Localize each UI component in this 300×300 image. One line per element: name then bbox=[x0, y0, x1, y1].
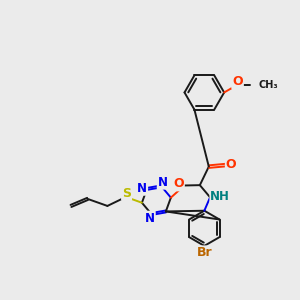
Text: NH: NH bbox=[210, 190, 230, 203]
Text: O: O bbox=[232, 75, 243, 88]
Text: N: N bbox=[137, 182, 147, 195]
Text: Br: Br bbox=[196, 246, 212, 260]
Text: N: N bbox=[145, 212, 155, 225]
Text: CH₃: CH₃ bbox=[259, 80, 278, 90]
Text: S: S bbox=[122, 187, 131, 200]
Text: O: O bbox=[173, 177, 184, 190]
Text: N: N bbox=[158, 176, 168, 189]
Text: O: O bbox=[226, 158, 236, 171]
